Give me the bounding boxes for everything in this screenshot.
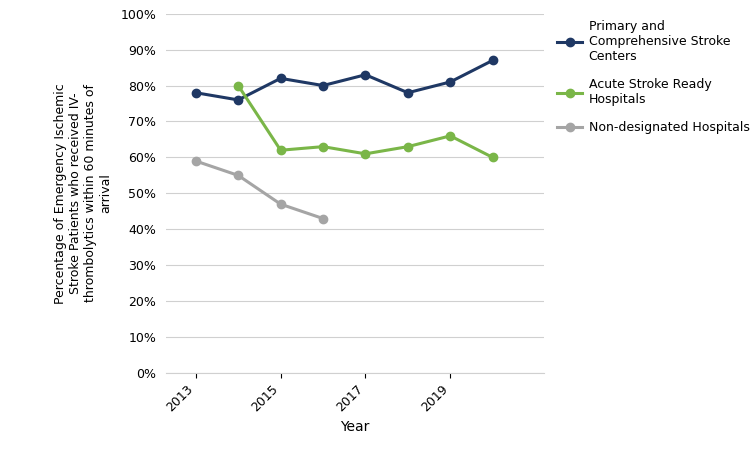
Acute Stroke Ready
Hospitals bbox=[276, 147, 285, 153]
Non-designated Hospitals bbox=[191, 158, 200, 164]
Legend: Primary and
Comprehensive Stroke
Centers, Acute Stroke Ready
Hospitals, Non-desi: Primary and Comprehensive Stroke Centers… bbox=[557, 20, 750, 134]
Primary and
Comprehensive Stroke
Centers bbox=[319, 83, 328, 88]
Primary and
Comprehensive Stroke
Centers bbox=[488, 58, 498, 63]
Acute Stroke Ready
Hospitals bbox=[403, 144, 412, 149]
Acute Stroke Ready
Hospitals bbox=[488, 155, 498, 160]
Primary and
Comprehensive Stroke
Centers bbox=[191, 90, 200, 96]
Acute Stroke Ready
Hospitals bbox=[361, 151, 370, 157]
Primary and
Comprehensive Stroke
Centers bbox=[276, 76, 285, 81]
Line: Non-designated Hospitals: Non-designated Hospitals bbox=[192, 157, 327, 222]
X-axis label: Year: Year bbox=[341, 420, 369, 434]
Y-axis label: Percentage of Emergency Ischemic
Stroke Patients who received IV-
thrombolytics : Percentage of Emergency Ischemic Stroke … bbox=[54, 83, 112, 304]
Non-designated Hospitals bbox=[276, 202, 285, 207]
Primary and
Comprehensive Stroke
Centers bbox=[445, 79, 455, 85]
Acute Stroke Ready
Hospitals bbox=[445, 133, 455, 139]
Primary and
Comprehensive Stroke
Centers bbox=[361, 72, 370, 77]
Primary and
Comprehensive Stroke
Centers bbox=[234, 97, 243, 103]
Primary and
Comprehensive Stroke
Centers bbox=[403, 90, 412, 96]
Acute Stroke Ready
Hospitals bbox=[234, 83, 243, 88]
Line: Primary and
Comprehensive Stroke
Centers: Primary and Comprehensive Stroke Centers bbox=[192, 56, 497, 104]
Non-designated Hospitals bbox=[319, 216, 328, 221]
Acute Stroke Ready
Hospitals bbox=[319, 144, 328, 149]
Line: Acute Stroke Ready
Hospitals: Acute Stroke Ready Hospitals bbox=[234, 81, 497, 162]
Non-designated Hospitals bbox=[234, 173, 243, 178]
